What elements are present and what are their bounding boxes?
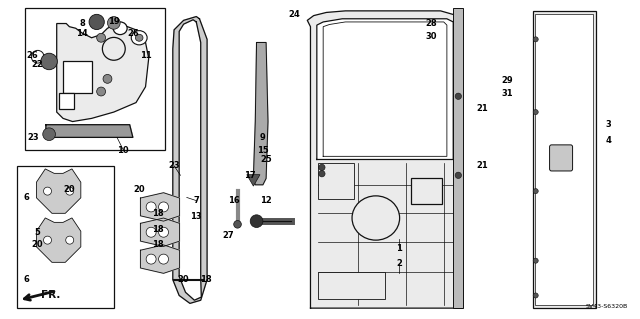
Text: SV43-S6320B: SV43-S6320B <box>586 304 628 309</box>
Circle shape <box>66 187 74 195</box>
Circle shape <box>97 87 106 96</box>
Text: 29: 29 <box>501 76 513 85</box>
Polygon shape <box>57 24 148 122</box>
Text: 23: 23 <box>28 133 39 142</box>
Text: 12: 12 <box>260 196 272 205</box>
Bar <box>63 62 92 93</box>
Text: FR.: FR. <box>41 290 60 300</box>
Circle shape <box>234 220 241 228</box>
Bar <box>59 93 74 109</box>
Circle shape <box>319 164 325 171</box>
Circle shape <box>103 74 112 83</box>
Text: 20: 20 <box>133 185 145 194</box>
Polygon shape <box>36 218 81 262</box>
Circle shape <box>97 33 106 42</box>
Circle shape <box>250 215 263 227</box>
Circle shape <box>146 202 156 212</box>
Text: 8: 8 <box>79 19 85 28</box>
Text: 16: 16 <box>228 196 240 205</box>
Circle shape <box>159 202 168 212</box>
Polygon shape <box>173 17 207 303</box>
Polygon shape <box>36 169 81 213</box>
Text: 18: 18 <box>152 209 164 218</box>
Text: 3: 3 <box>606 120 612 129</box>
Bar <box>532 11 596 308</box>
Circle shape <box>44 236 51 244</box>
Text: 20: 20 <box>63 185 76 194</box>
Text: 17: 17 <box>244 171 256 180</box>
Text: 21: 21 <box>476 104 488 113</box>
Circle shape <box>319 171 325 177</box>
Text: 4: 4 <box>605 136 612 145</box>
Text: 30: 30 <box>425 32 436 41</box>
Polygon shape <box>140 193 180 221</box>
Text: 20: 20 <box>178 275 189 284</box>
Text: 22: 22 <box>32 60 44 69</box>
FancyBboxPatch shape <box>550 145 573 171</box>
Text: 13: 13 <box>191 212 202 221</box>
Ellipse shape <box>136 34 143 41</box>
Circle shape <box>533 258 538 263</box>
Text: 26: 26 <box>127 28 139 38</box>
Circle shape <box>533 293 538 298</box>
Text: 15: 15 <box>257 145 269 154</box>
Bar <box>411 178 442 204</box>
Circle shape <box>533 37 538 42</box>
Text: 6: 6 <box>24 275 30 284</box>
Circle shape <box>44 187 51 195</box>
Circle shape <box>159 227 168 237</box>
Circle shape <box>41 53 58 70</box>
Bar <box>318 272 385 299</box>
Text: 2: 2 <box>396 259 403 268</box>
Circle shape <box>108 17 120 29</box>
Text: 25: 25 <box>260 155 272 164</box>
Ellipse shape <box>131 31 147 45</box>
Text: 18: 18 <box>152 225 164 234</box>
Text: 18: 18 <box>152 241 164 249</box>
Text: 21: 21 <box>476 161 488 170</box>
Text: 18: 18 <box>200 275 212 284</box>
Text: 20: 20 <box>32 241 44 249</box>
Text: 26: 26 <box>27 51 38 60</box>
Bar <box>535 14 593 305</box>
Circle shape <box>455 93 461 100</box>
Text: 10: 10 <box>118 145 129 154</box>
Polygon shape <box>140 245 180 273</box>
Circle shape <box>43 128 56 141</box>
Ellipse shape <box>352 196 399 240</box>
Circle shape <box>31 50 44 63</box>
Text: 14: 14 <box>76 28 88 38</box>
Circle shape <box>102 37 125 60</box>
Text: 28: 28 <box>425 19 437 28</box>
Text: 23: 23 <box>168 161 180 170</box>
Polygon shape <box>46 125 133 137</box>
Circle shape <box>455 172 461 179</box>
Circle shape <box>146 254 156 264</box>
Bar <box>17 166 114 308</box>
Circle shape <box>89 14 104 30</box>
Ellipse shape <box>113 22 127 34</box>
Circle shape <box>66 236 74 244</box>
Circle shape <box>533 109 538 115</box>
Bar <box>25 8 164 150</box>
Text: 31: 31 <box>501 89 513 98</box>
Polygon shape <box>140 218 180 247</box>
Polygon shape <box>317 19 453 160</box>
Bar <box>453 8 463 308</box>
Text: 7: 7 <box>193 196 199 205</box>
Polygon shape <box>307 11 463 308</box>
Circle shape <box>146 227 156 237</box>
Polygon shape <box>253 42 268 185</box>
Text: 24: 24 <box>289 10 301 19</box>
Bar <box>318 163 355 199</box>
Circle shape <box>159 254 168 264</box>
Text: 27: 27 <box>222 231 234 240</box>
Text: 19: 19 <box>108 18 120 26</box>
Text: 6: 6 <box>24 193 30 202</box>
Text: 1: 1 <box>396 243 403 253</box>
Text: 5: 5 <box>35 228 40 237</box>
Circle shape <box>533 189 538 194</box>
Text: 9: 9 <box>260 133 266 142</box>
Text: 11: 11 <box>140 51 152 60</box>
